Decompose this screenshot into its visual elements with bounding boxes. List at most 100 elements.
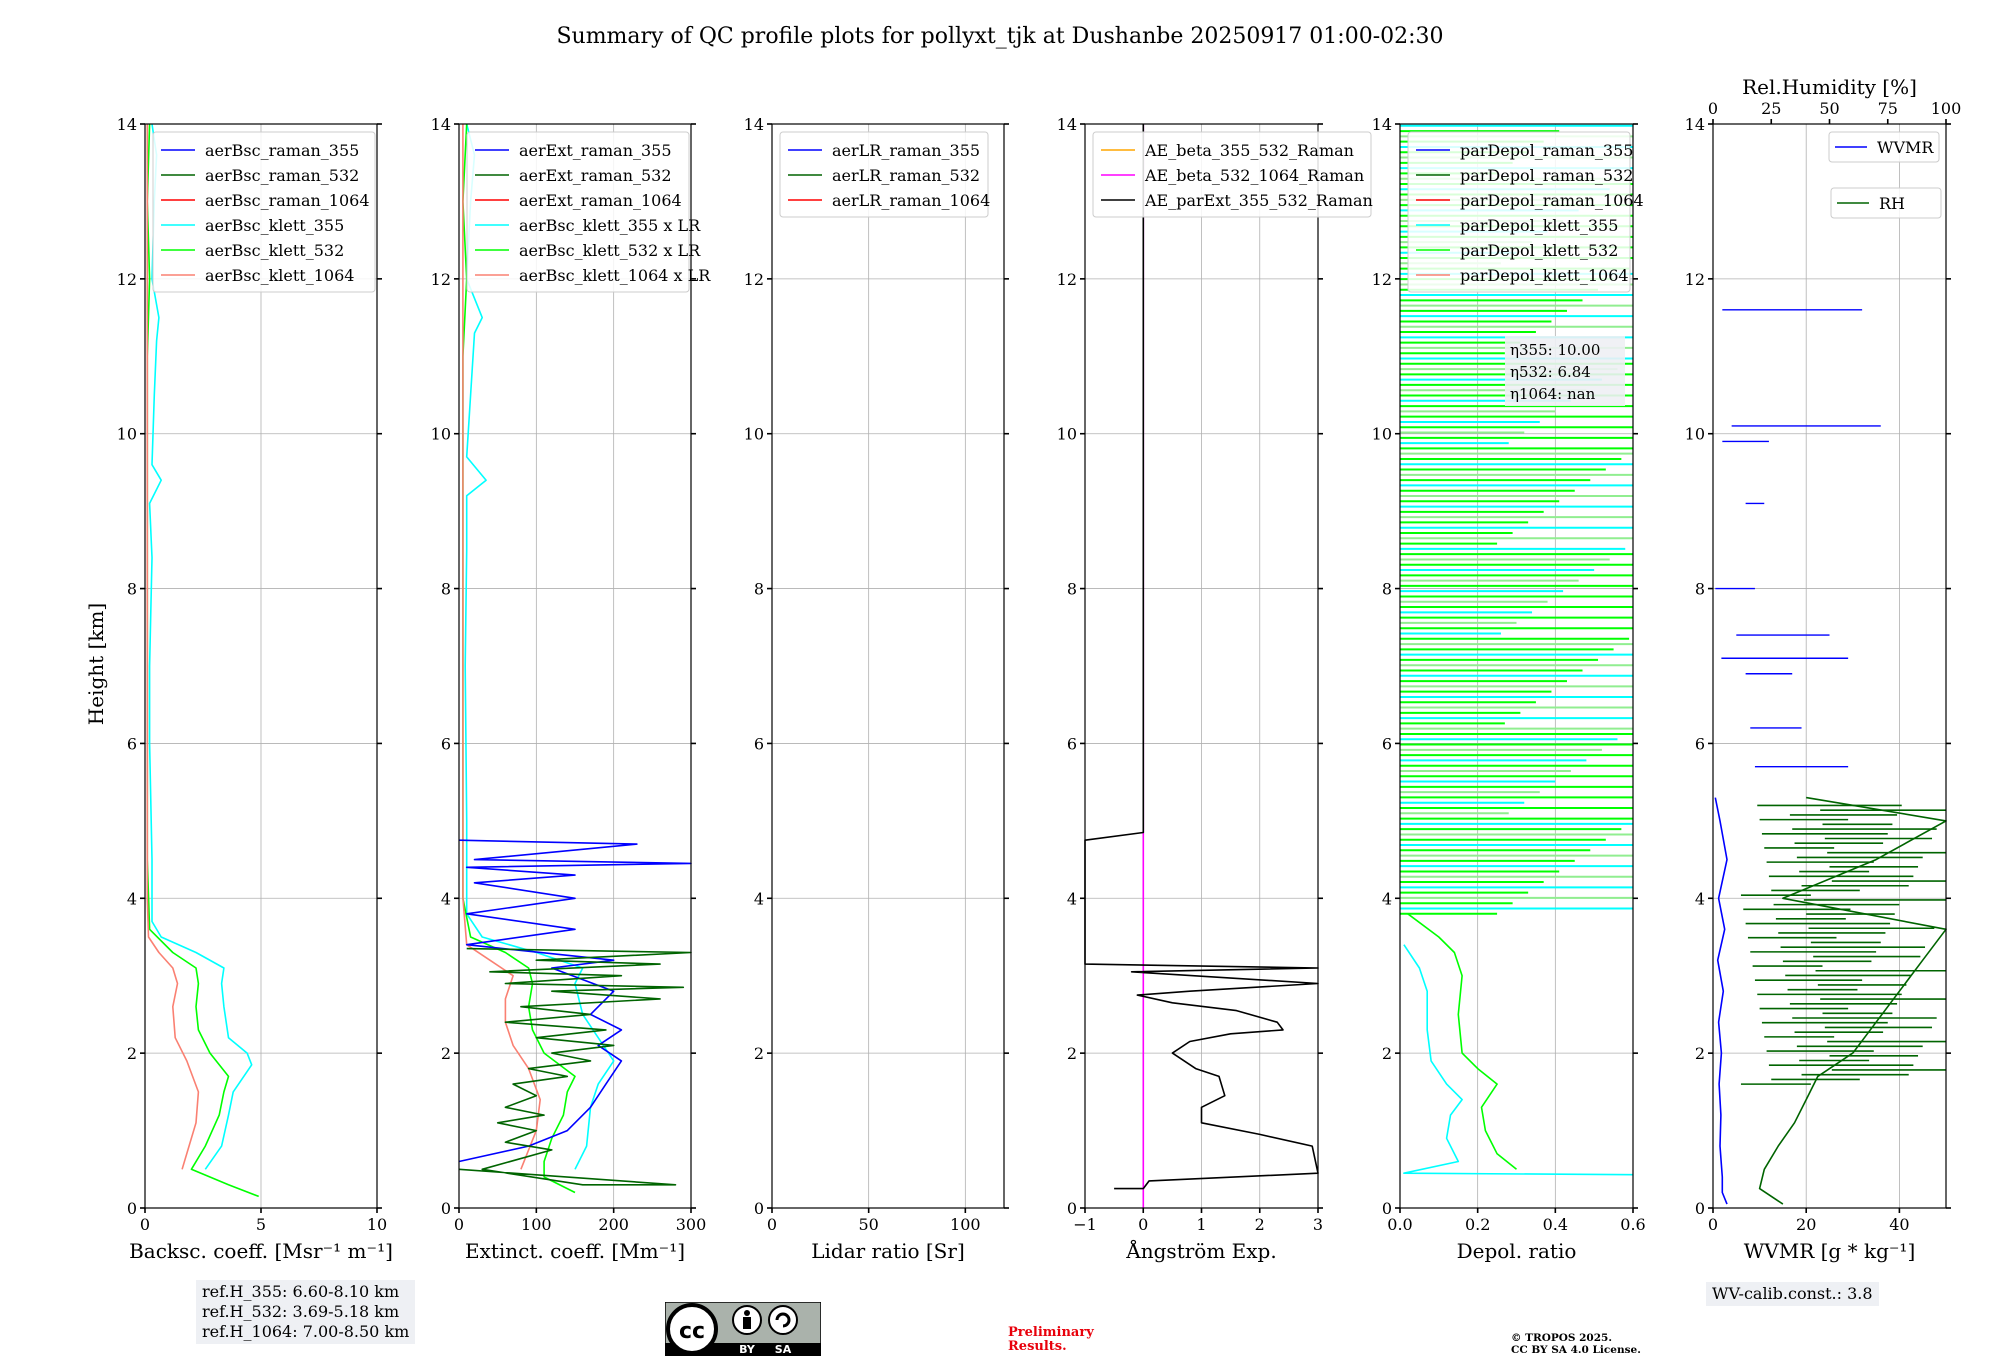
legend-label: aerBsc_klett_1064 x LR (519, 266, 711, 285)
legend-box (152, 131, 376, 293)
legend-label: aerBsc_klett_1064 (205, 266, 354, 285)
copyright-line-1: © TROPOS 2025. (1511, 1332, 1613, 1344)
legend-label: parDepol_raman_1064 (1460, 191, 1644, 210)
x-tick-label: 50 (858, 1215, 878, 1234)
eta-annotation-line: η1064: nan (1510, 385, 1596, 403)
legend-box (779, 131, 989, 218)
reference-height-box: ref.H_355: 6.60-8.10 km ref.H_532: 3.69-… (196, 1280, 416, 1344)
legend-box (466, 131, 690, 293)
legend-label: aerExt_raman_1064 (519, 191, 682, 210)
y-tick-label: 0 (1067, 1199, 1077, 1218)
license-by: BY (739, 1343, 756, 1356)
series-line-aerExt_raman_355 (458, 839, 692, 1163)
y-tick-label: 14 (1057, 115, 1077, 134)
legend-label: RH (1879, 194, 1905, 213)
legend-label: parDepol_klett_532 (1460, 241, 1618, 260)
y-tick-label: 4 (1067, 889, 1077, 908)
x-tick-label: 200 (598, 1215, 629, 1234)
x-tick-label: 0 (454, 1215, 464, 1234)
y-tick-label: 10 (431, 425, 451, 444)
top-tick-label: 50 (1819, 99, 1839, 118)
legend-label: parDepol_klett_1064 (1460, 266, 1629, 285)
y-tick-label: 2 (1067, 1044, 1077, 1063)
x-tick-label: 0.0 (1387, 1215, 1412, 1234)
x-tick-label: 100 (950, 1215, 981, 1234)
legend-label: aerBsc_klett_532 (205, 241, 344, 260)
x-tick-label: 0.2 (1465, 1215, 1490, 1234)
legend-box (1092, 131, 1372, 218)
x-tick-label: 20 (1796, 1215, 1816, 1234)
x-tick-label: 0 (140, 1215, 150, 1234)
panel-bsc: 0 2 4 6 8 10 12 14 0 5 10 Backsc. coeff. [Msr⁻¹ m⁻¹… (117, 115, 393, 1263)
y-tick-label: 14 (1685, 115, 1705, 134)
height-axis-label: Height [km] (84, 603, 108, 725)
ref-height-355: ref.H_355: 6.60-8.10 km (202, 1282, 400, 1301)
series-line-AE_parExt_355_532_Raman (1084, 124, 1319, 1190)
svg-text:cc: cc (679, 1319, 705, 1344)
series-line-aerBsc_klett_1064 (146, 124, 200, 1170)
wv-calib-const: WV-calib.const.: 3.8 (1712, 1284, 1873, 1303)
x-tick-label: 0.6 (1620, 1215, 1645, 1234)
y-tick-label: 12 (744, 270, 764, 289)
series-line-parDepol_klett_355 (1403, 944, 1634, 1176)
legend-label: parDepol_raman_355 (1460, 141, 1633, 160)
y-tick-label: 2 (1382, 1044, 1392, 1063)
series-line-parDepol_klett_532 (1407, 913, 1517, 1170)
preliminary-note: Preliminary Results. (1008, 1326, 1094, 1354)
top-tick-label: 25 (1761, 99, 1781, 118)
y-tick-label: 4 (1382, 889, 1392, 908)
top-tick-label: 100 (1931, 99, 1962, 118)
x-tick-label: 300 (676, 1215, 707, 1234)
x-axis-label: Lidar ratio [Sr] (811, 1239, 965, 1263)
cc-icon (666, 1303, 718, 1355)
license-sa: SA (775, 1343, 792, 1356)
y-tick-label: 8 (127, 580, 137, 599)
cc-license-badge: cc BY SA (665, 1302, 821, 1356)
y-tick-label: 10 (1057, 425, 1077, 444)
wv-calib-box: WV-calib.const.: 3.8 (1706, 1282, 1879, 1306)
x-tick-label: 0 (767, 1215, 777, 1234)
rh-axis-label: Rel.Humidity [%] (1742, 75, 1917, 99)
y-tick-label: 6 (1695, 734, 1705, 753)
y-tick-label: 10 (1372, 425, 1392, 444)
y-tick-label: 0 (127, 1199, 137, 1218)
x-tick-label: −1 (1073, 1215, 1097, 1234)
eta-annotation-line: η532: 6.84 (1510, 363, 1591, 381)
eta-annotation-line: η355: 10.00 (1510, 341, 1600, 359)
top-tick-label: 0 (1708, 99, 1718, 118)
x-tick-label: 0 (1138, 1215, 1148, 1234)
legend-label: aerLR_raman_532 (832, 166, 980, 185)
x-axis-label: Backsc. coeff. [Msr⁻¹ m⁻¹] (129, 1239, 393, 1263)
panel-frame (771, 123, 1005, 1209)
x-tick-label: 5 (256, 1215, 266, 1234)
legend-label: AE_parExt_355_532_Raman (1144, 191, 1373, 210)
legend-label: parDepol_raman_532 (1460, 166, 1633, 185)
top-tick-label: 75 (1878, 99, 1898, 118)
y-tick-label: 14 (431, 115, 451, 134)
x-tick-label: 2 (1255, 1215, 1265, 1234)
y-tick-label: 4 (127, 889, 137, 908)
y-tick-label: 8 (441, 580, 451, 599)
y-tick-label: 4 (754, 889, 764, 908)
y-tick-label: 12 (1372, 270, 1392, 289)
panel-depol: 0 2 4 6 8 10 12 14 0.0 0.2 0.4 0.6 Depol. ratio parDe… (1372, 115, 1646, 1263)
y-tick-label: 2 (1695, 1044, 1705, 1063)
y-tick-label: 6 (441, 734, 451, 753)
y-tick-label: 12 (117, 270, 137, 289)
y-tick-label: 4 (1695, 889, 1705, 908)
series-line-aerBsc_klett_355 (148, 123, 253, 1170)
y-tick-label: 2 (441, 1044, 451, 1063)
panel-frame (1712, 123, 1947, 1209)
y-tick-label: 6 (754, 734, 764, 753)
x-tick-label: 40 (1889, 1215, 1909, 1234)
y-tick-label: 14 (744, 115, 764, 134)
preliminary-line-1: Preliminary (1008, 1325, 1094, 1340)
legend-label: aerBsc_klett_532 x LR (519, 241, 701, 260)
y-tick-label: 8 (754, 580, 764, 599)
preliminary-line-2: Results. (1008, 1339, 1067, 1354)
panel-frame (1399, 123, 1634, 1209)
legend-label: aerExt_raman_355 (519, 141, 672, 160)
y-tick-label: 6 (1067, 734, 1077, 753)
legend-label: aerExt_raman_532 (519, 166, 672, 185)
y-tick-label: 12 (431, 270, 451, 289)
